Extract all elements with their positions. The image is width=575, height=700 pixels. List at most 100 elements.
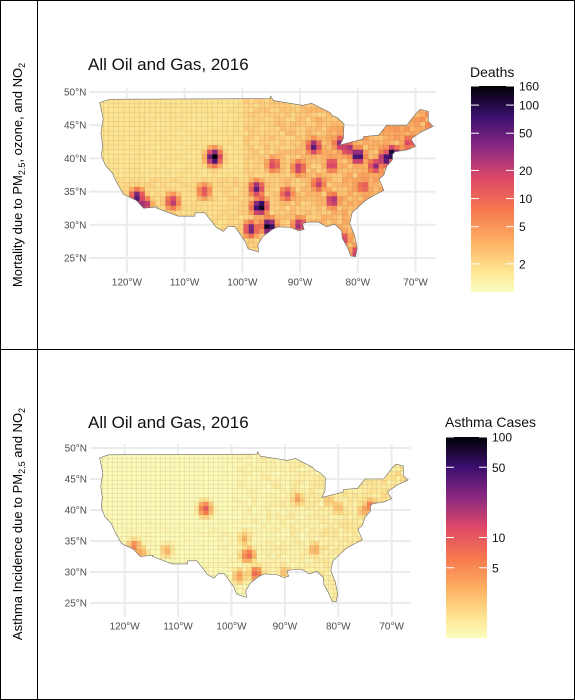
county-cell [141,584,147,590]
county-cell [136,497,142,503]
county-cell [342,462,349,468]
county-cell [316,251,322,257]
county-cell [246,527,253,533]
county-cell [405,566,408,572]
county-cell [333,549,339,555]
county-cell [378,242,385,248]
county-cell [222,205,229,211]
county-cell [237,597,243,602]
county-cell [274,205,281,211]
county-cell [261,514,267,520]
county-cell [123,144,130,150]
county-cell [256,545,262,550]
county-cell [309,597,315,602]
county-cell [347,107,354,113]
county-cell [395,484,402,489]
county-cell [129,126,135,132]
county-cell [299,484,306,489]
county-cell [251,531,257,537]
county-cell [184,462,190,468]
county-cell [198,588,205,594]
county-cell [305,107,312,113]
county-cell [184,484,190,489]
county-cell [279,214,286,220]
county-cell [362,149,369,155]
county-cell [362,479,368,485]
county-cell [304,492,310,498]
county-cell [400,597,406,602]
legend-tick-label: 50 [492,461,506,475]
county-cell [430,130,433,136]
county-cell [246,457,253,463]
county-cell [294,488,301,494]
county-cell [290,121,296,127]
county-cell [118,233,125,239]
county-cell [242,558,248,563]
county-cell [145,540,152,546]
county-cell [404,140,411,146]
county-cell [321,195,328,202]
county-cell [270,579,277,585]
county-cell [261,518,267,524]
county-cell [362,488,368,494]
county-cell [227,566,233,572]
county-cell [169,479,176,485]
county-cell [196,214,203,220]
county-cell [310,195,317,202]
county-cell [141,484,147,489]
county-cell [405,471,408,476]
county-cell [203,597,209,602]
county-cell [328,457,334,463]
county-cell [144,181,151,188]
county-cell [404,112,411,118]
county-cell [388,195,395,202]
county-cell [388,144,395,150]
county-cell [400,549,406,555]
county-cell [310,172,317,178]
county-cell [321,209,328,216]
county-cell [179,484,185,489]
county-cell [386,451,392,455]
county-cell [103,135,109,141]
county-cell [274,200,281,206]
county-cell [347,116,354,122]
county-cell [160,242,166,248]
county-cell [381,545,387,550]
county-cell [270,558,277,563]
county-cell [170,126,177,132]
county-cell [175,140,182,146]
county-cell [285,484,291,489]
county-cell [399,228,405,234]
county-cell [266,518,272,524]
county-cell [270,497,277,503]
county-cell [304,575,310,581]
county-cell [253,167,260,174]
county-cell [169,553,176,559]
county-cell [409,209,416,216]
county-cell [112,497,118,503]
county-cell [129,214,135,220]
county-cell [126,549,133,555]
county-cell [155,451,161,455]
county-cell [193,566,200,572]
county-cell [248,126,255,132]
county-cell [102,505,108,511]
county-cell [318,588,325,594]
county-cell [160,140,166,146]
county-cell [342,523,349,529]
county-cell [203,584,209,590]
county-cell [294,562,301,568]
county-cell [227,195,234,202]
county-cell [181,205,187,211]
county-cell [203,479,209,485]
county-cell [357,575,363,581]
county-cell [222,462,229,468]
county-cell [269,163,276,169]
county-cell [196,149,203,155]
county-cell [295,153,302,160]
county-cell [362,575,368,581]
county-cell [243,167,250,174]
county-cell [112,518,118,524]
county-cell [405,492,408,498]
county-cell [237,566,243,572]
